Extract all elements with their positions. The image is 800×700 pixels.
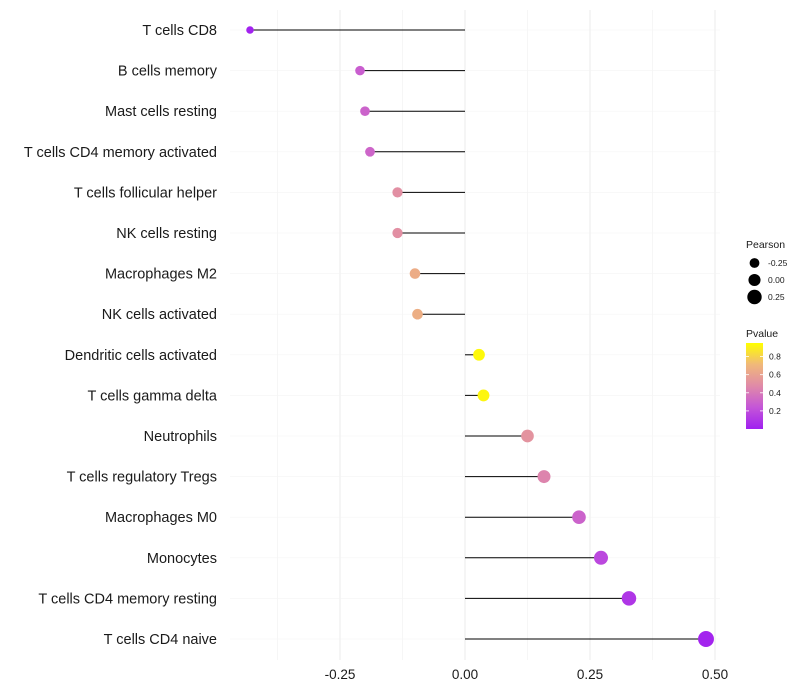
y-label-7: NK cells activated — [102, 307, 217, 323]
y-label-12: Macrophages M0 — [105, 510, 217, 526]
point-15 — [698, 631, 714, 647]
y-label-13: Monocytes — [147, 551, 217, 567]
size-legend-key — [747, 289, 762, 305]
point-1 — [355, 65, 365, 76]
point-8 — [473, 348, 485, 361]
point-5 — [392, 227, 403, 239]
color-legend-title: Pvalue — [746, 328, 778, 340]
size-legend-label: -0.25 — [768, 258, 788, 268]
legend: Pearson -0.250.000.25 Pvalue 0.80.60.40.… — [746, 239, 788, 429]
y-label-9: T cells gamma delta — [88, 388, 218, 404]
y-label-11: T cells regulatory Tregs — [67, 470, 217, 486]
x-tick-label: 0.25 — [577, 667, 603, 682]
x-tick-label: 0.50 — [702, 667, 728, 682]
color-tick-label: 0.8 — [769, 352, 781, 362]
size-legend-label: 0.00 — [768, 275, 785, 285]
x-axis-ticks: -0.25 0.00 0.25 0.50 — [325, 667, 729, 682]
point-12 — [572, 510, 586, 524]
size-legend-key — [748, 273, 761, 287]
size-legend-label: 0.25 — [768, 292, 785, 302]
y-axis-labels: T cells CD8 B cells memory Mast cells rest… — [24, 23, 218, 648]
size-legend-key — [749, 258, 760, 268]
y-label-5: NK cells resting — [116, 226, 217, 242]
color-legend: 0.8 0.6 0.4 0.2 — [746, 352, 781, 416]
color-tick-label: 0.6 — [769, 370, 781, 380]
y-label-4: T cells follicular helper — [74, 185, 217, 201]
y-label-14: T cells CD4 memory resting — [38, 591, 217, 607]
point-6 — [409, 268, 421, 279]
y-label-1: B cells memory — [118, 64, 218, 80]
point-11 — [537, 470, 551, 484]
y-label-3: T cells CD4 memory activated — [24, 145, 217, 161]
lollipop-points — [246, 26, 714, 647]
color-bar — [746, 343, 763, 429]
size-legend-title: Pearson — [746, 239, 785, 251]
point-3 — [365, 146, 375, 157]
grid-lines — [230, 10, 720, 660]
y-label-0: T cells CD8 — [142, 23, 217, 39]
x-tick-label: 0.00 — [452, 667, 478, 682]
point-9 — [477, 389, 490, 402]
point-7 — [412, 308, 423, 320]
y-label-10: Neutrophils — [144, 429, 217, 445]
y-label-15: T cells CD4 naive — [104, 632, 217, 648]
point-2 — [360, 106, 370, 117]
x-tick-label: -0.25 — [325, 667, 356, 682]
color-tick-label: 0.4 — [769, 388, 781, 398]
point-10 — [521, 429, 534, 443]
y-label-8: Dendritic cells activated — [65, 348, 217, 364]
point-14 — [621, 591, 637, 606]
size-legend: -0.25 0.00 0.25 — [747, 258, 788, 305]
y-label-6: Macrophages M2 — [105, 267, 217, 283]
y-label-2: Mast cells resting — [105, 104, 217, 120]
point-4 — [392, 187, 403, 198]
point-0 — [246, 26, 254, 34]
point-13 — [593, 550, 609, 565]
color-tick-label: 0.2 — [769, 406, 781, 416]
lollipop-stems — [250, 29, 706, 640]
